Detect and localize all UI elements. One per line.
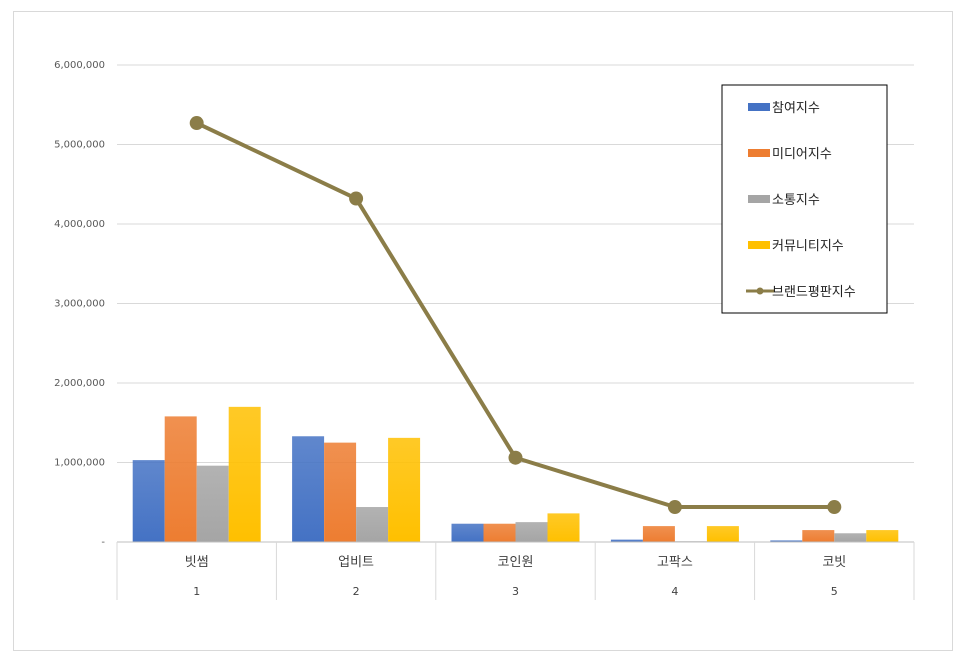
bar [834, 533, 867, 542]
y-tick-label: 6,000,000 [54, 60, 105, 71]
bar [388, 437, 421, 542]
y-tick-label: 1,000,000 [54, 458, 105, 469]
category-label: 빗썸 [185, 555, 209, 570]
bar [228, 406, 261, 542]
chart-frame: - 1,000,000 2,000,000 3,000,000 4,000,000 5,0… [13, 11, 953, 651]
legend-label: 미디어지수 [772, 147, 832, 162]
line-marker [508, 450, 523, 465]
gridlines [117, 64, 914, 463]
bar [802, 530, 835, 542]
rank-label: 3 [512, 585, 519, 598]
bar [515, 522, 548, 542]
category-label: 코빗 [822, 555, 846, 570]
bar [642, 526, 675, 542]
y-tick-label: 5,000,000 [54, 140, 105, 151]
bar [164, 416, 197, 542]
chart-svg: - 1,000,000 2,000,000 3,000,000 4,000,000 5,0… [54, 60, 915, 600]
line-marker [827, 500, 842, 515]
legend-swatch [748, 149, 770, 157]
bar [483, 523, 516, 542]
rank-label: 1 [193, 585, 200, 598]
y-tick-label: - [101, 537, 105, 548]
bar [866, 530, 899, 542]
y-tick-label: 2,000,000 [54, 378, 105, 389]
bar [196, 465, 229, 542]
legend-label: 브랜드평판지수 [772, 285, 856, 300]
rank-label: 4 [671, 585, 678, 598]
legend-swatch [748, 241, 770, 249]
line-marker [349, 191, 364, 206]
bar [547, 513, 580, 542]
rank-label: 5 [831, 585, 838, 598]
bar [706, 526, 739, 542]
legend-label: 참여지수 [772, 101, 820, 116]
y-tick-label: 3,000,000 [54, 299, 105, 310]
brand-line [189, 116, 842, 515]
bar [770, 540, 803, 542]
y-tick-label: 4,000,000 [54, 219, 105, 230]
bar [324, 442, 357, 542]
category-label: 업비트 [338, 555, 374, 570]
bar [132, 460, 165, 542]
category-label: 코인원 [498, 555, 534, 570]
bar [292, 436, 325, 542]
axes: - 1,000,000 2,000,000 3,000,000 4,000,000 5,0… [54, 60, 915, 600]
legend-swatch [748, 103, 770, 111]
legend-label: 소통지수 [772, 193, 820, 208]
line-marker [189, 116, 204, 131]
bar [451, 523, 484, 542]
legend-swatch [748, 195, 770, 203]
category-label: 고팍스 [657, 555, 693, 570]
bar [356, 507, 389, 542]
rank-label: 2 [353, 585, 360, 598]
bar [610, 539, 643, 542]
line-marker [667, 500, 682, 515]
legend-label: 커뮤니티지수 [772, 239, 844, 254]
legend-marker-swatch [756, 287, 764, 295]
bars [132, 406, 899, 542]
